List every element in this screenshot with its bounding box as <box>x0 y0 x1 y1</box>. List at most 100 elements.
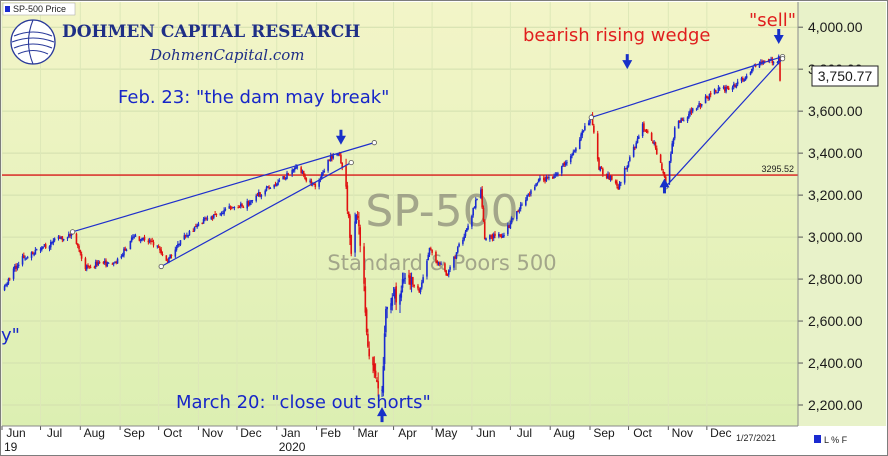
y-tick-label: 2,800.00 <box>808 271 863 287</box>
candle <box>395 282 397 311</box>
candle-body <box>724 86 726 92</box>
candle-body <box>196 225 198 228</box>
candle-body <box>641 123 644 136</box>
candle <box>677 120 680 129</box>
candle <box>571 153 573 159</box>
candle <box>707 96 709 101</box>
candle-body <box>544 179 546 182</box>
candle <box>618 181 621 190</box>
candle-body <box>96 261 98 266</box>
candle-body <box>231 207 233 209</box>
candle <box>626 165 629 172</box>
candle <box>580 132 582 142</box>
candle-body <box>266 186 269 188</box>
candle <box>635 140 638 149</box>
candle <box>476 198 478 201</box>
candle <box>623 166 626 185</box>
candle <box>93 265 96 269</box>
candle-body <box>530 190 532 194</box>
candle <box>609 175 612 182</box>
candle <box>779 56 781 82</box>
candle <box>165 255 168 262</box>
candle <box>554 172 557 178</box>
candle-body <box>526 194 528 200</box>
candle-body <box>85 265 88 270</box>
candle-body <box>44 244 47 248</box>
candle <box>465 228 468 232</box>
candle-body <box>591 114 594 126</box>
candle-body <box>25 258 28 260</box>
candle <box>295 164 297 170</box>
candle <box>213 213 215 220</box>
candle <box>111 262 114 265</box>
candle <box>391 293 394 311</box>
candle-body <box>89 266 92 268</box>
candle-body <box>618 183 621 189</box>
annotation-wedge: bearish rising wedge <box>523 25 711 46</box>
x-tick-label: Oct <box>163 426 182 440</box>
candle <box>436 259 439 266</box>
candle-body <box>480 189 482 198</box>
candle <box>399 293 401 313</box>
candle-body <box>5 284 7 286</box>
candle <box>186 232 188 238</box>
candle <box>727 85 730 91</box>
candle-body <box>602 168 604 175</box>
candle <box>408 269 410 285</box>
candle <box>282 176 284 180</box>
candle-body <box>314 184 317 187</box>
candle <box>749 71 752 76</box>
candle <box>605 173 608 180</box>
candle-body <box>51 242 53 244</box>
candle <box>97 260 100 267</box>
candle <box>600 165 603 170</box>
candle <box>539 175 541 182</box>
candle-body <box>519 204 522 210</box>
candle-body <box>635 142 638 149</box>
candle <box>546 176 549 180</box>
candle <box>222 210 224 215</box>
candle-body <box>178 243 180 245</box>
candle-body <box>238 206 241 208</box>
candle <box>410 272 413 293</box>
candle-body <box>35 249 38 251</box>
candle <box>385 306 387 337</box>
candle-body <box>605 174 608 179</box>
candle <box>78 244 80 252</box>
candle <box>255 193 258 203</box>
candle-body <box>401 279 404 288</box>
candle-body <box>12 268 15 279</box>
candle <box>84 256 87 271</box>
candle-body <box>399 295 401 305</box>
candle-body <box>456 247 459 253</box>
candle <box>246 198 249 211</box>
candle <box>273 184 275 190</box>
candle-body <box>768 59 771 61</box>
candle <box>718 86 721 91</box>
candle-body <box>617 186 620 190</box>
candle-body <box>75 233 78 244</box>
candle-body <box>634 146 636 148</box>
candle <box>247 200 250 207</box>
candle <box>6 282 8 288</box>
candle-body <box>430 248 432 250</box>
candle-body <box>431 249 433 253</box>
candle-body <box>304 175 306 179</box>
candle <box>512 217 514 220</box>
candle-body <box>3 286 6 291</box>
candle <box>421 279 423 290</box>
candle-body <box>80 254 83 259</box>
candle-body <box>777 55 780 62</box>
candle <box>238 205 241 208</box>
candle <box>382 356 385 397</box>
series-tag: SP-500 Price <box>13 4 66 14</box>
candle <box>534 184 536 191</box>
candle-body <box>347 211 350 217</box>
candle-body <box>572 151 575 156</box>
candle <box>745 73 748 80</box>
candle <box>269 186 272 190</box>
arrow-up-icon <box>659 178 670 194</box>
candle <box>277 179 279 186</box>
log-toggle[interactable]: L % F <box>824 435 848 445</box>
candle-body <box>553 175 555 179</box>
